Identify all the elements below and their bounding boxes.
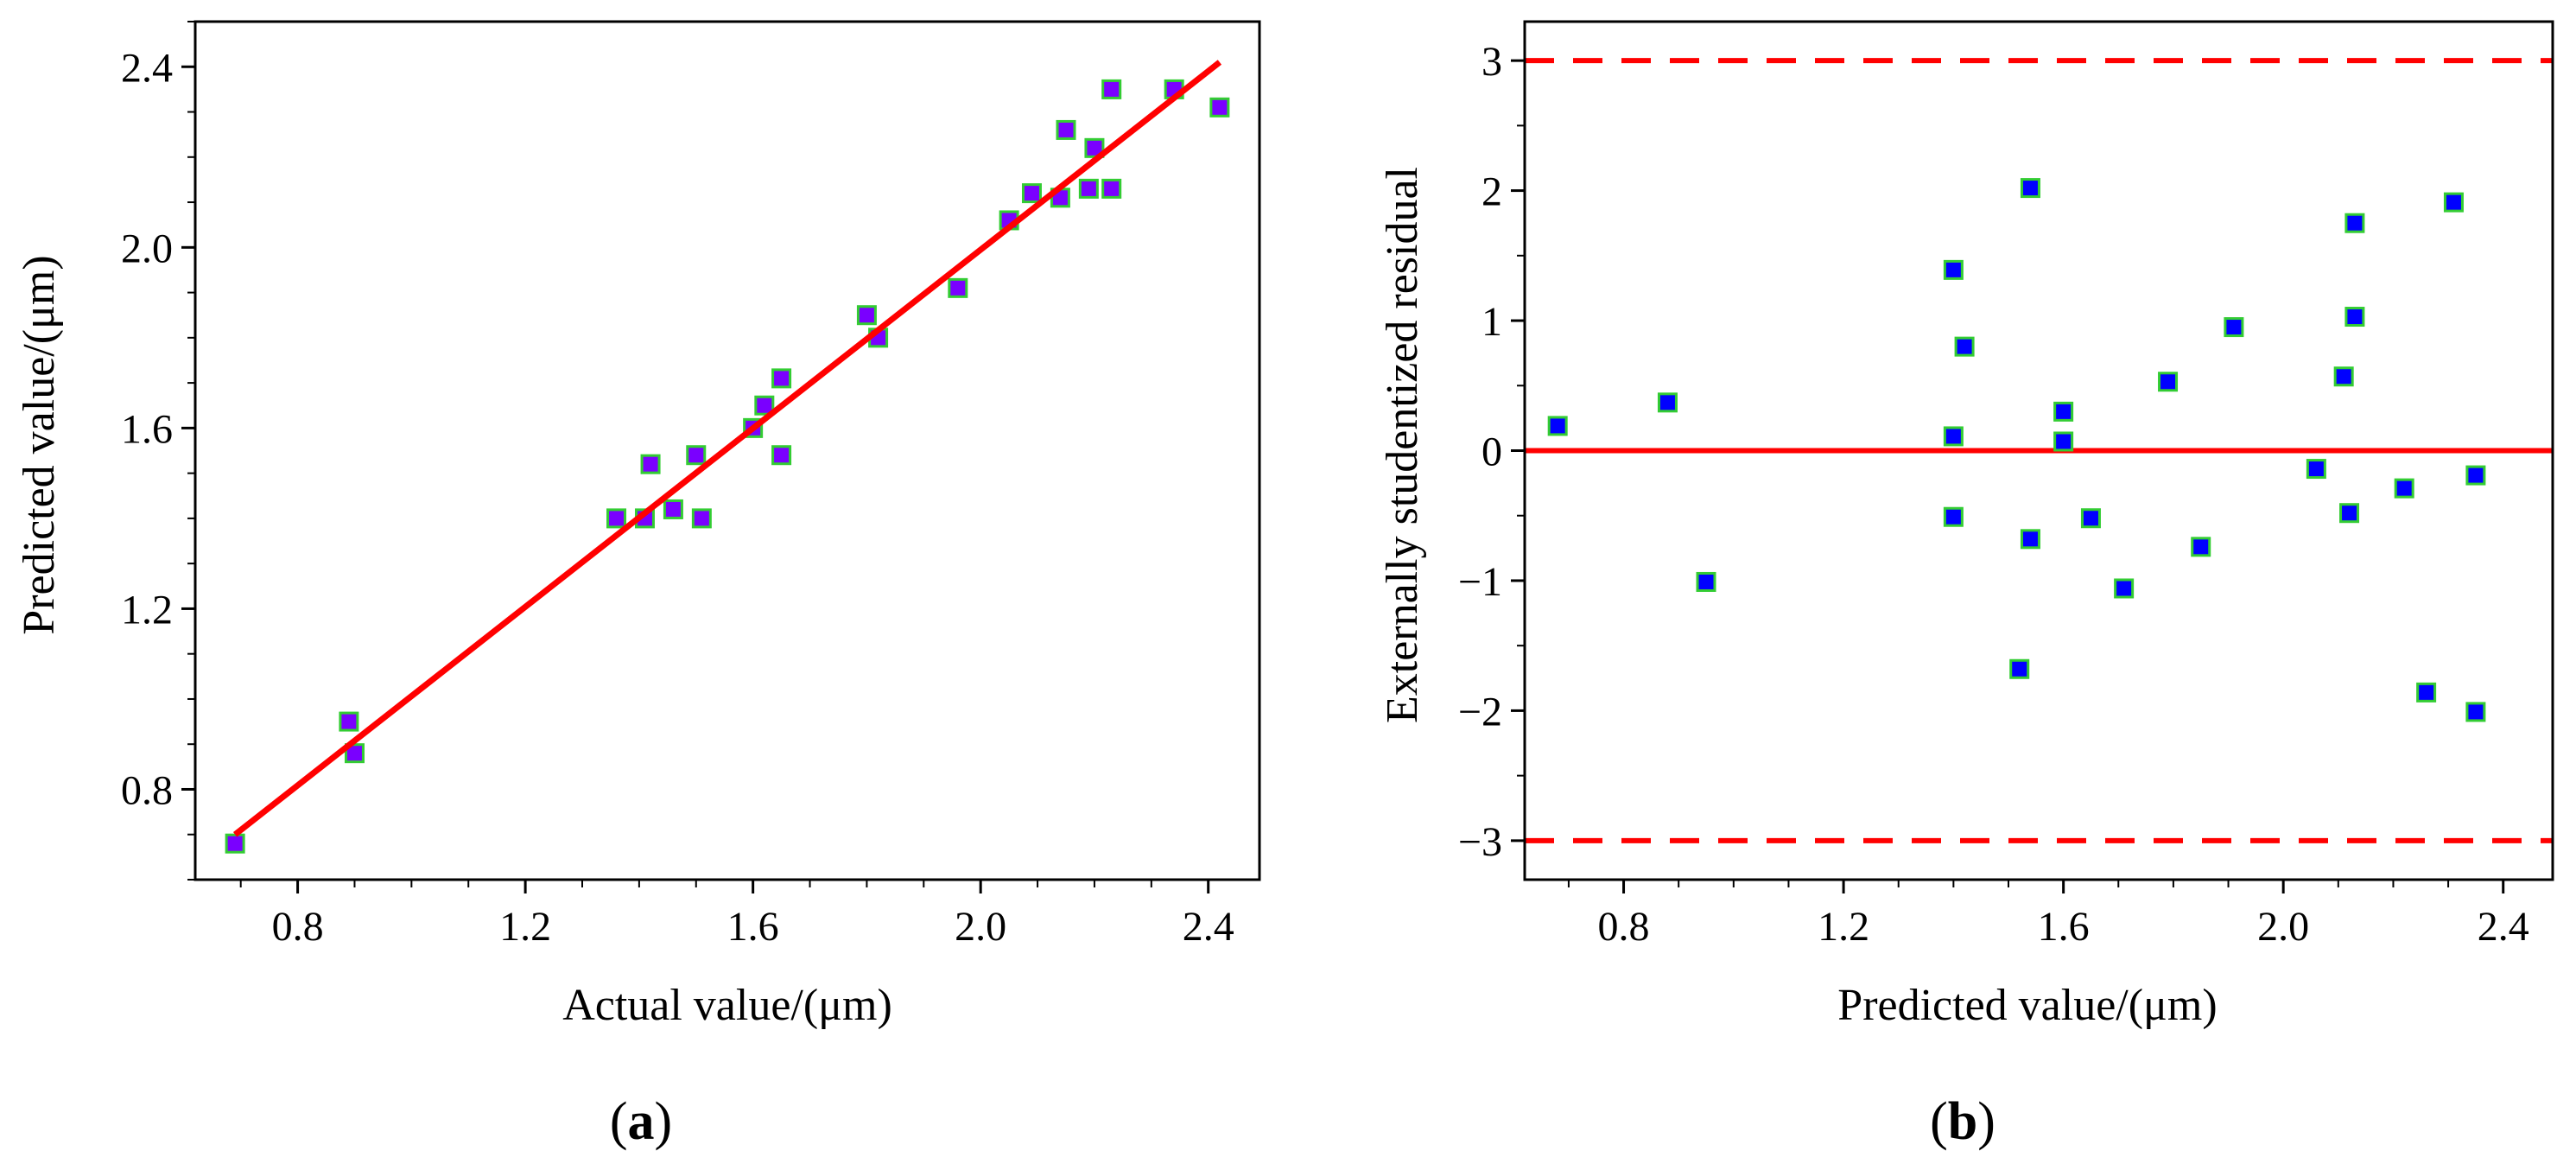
panel-b-data-point — [1943, 259, 1964, 280]
panel-b-y-tick-label: −2 — [1458, 689, 1502, 734]
panel-b-data-point — [2333, 366, 2354, 387]
panel-a-data-point — [691, 508, 712, 529]
panel-a-data-point — [339, 711, 359, 732]
panel-b-x-tick-label: 2.4 — [2478, 904, 2529, 950]
panel-a-data-point — [948, 277, 968, 298]
panel-b-data-point — [2416, 682, 2437, 703]
panel-b-data-point — [2191, 537, 2211, 557]
panel-a-label: (a) — [610, 1092, 672, 1151]
panel-b-plot-marks — [1525, 58, 2553, 843]
panel-b-data-point — [2306, 459, 2326, 480]
panel-a-data-point — [1209, 97, 1230, 118]
panel-a-plot-marks — [225, 60, 1230, 854]
panel-a-x-tick-label: 0.8 — [272, 904, 324, 950]
panel-b-data-point — [2339, 503, 2360, 524]
panel-b-y-tick-label: −1 — [1458, 559, 1502, 605]
panel-a-data-point — [606, 508, 627, 529]
panel-b-data-point — [2053, 431, 2074, 452]
panel-b-data-point — [2394, 478, 2414, 499]
panel-b-y-tick-label: 0 — [1482, 429, 1502, 475]
panel-a-data-point — [1101, 178, 1122, 199]
panel-a-plot-frame — [194, 20, 1261, 881]
panel-b-data-point — [1943, 426, 1964, 447]
panel-a-y-tick-label: 2.0 — [121, 226, 173, 271]
panel-b-data-point — [2020, 529, 2040, 550]
panel-a-y-tick-label: 2.4 — [121, 45, 173, 91]
panel-b-data-point — [1657, 392, 1678, 413]
panel-a-data-point — [856, 305, 877, 326]
panel-b-x-tick-label: 2.0 — [2257, 904, 2309, 950]
panel-a-data-point — [1101, 79, 1122, 99]
panel-b-x-tick-label: 1.2 — [1818, 904, 1869, 950]
panel-b-data-point — [2053, 401, 2074, 422]
panel-b-data-point — [2020, 178, 2040, 199]
panel-a-x-tick-label: 2.0 — [955, 904, 1006, 950]
panel-b-data-point — [1696, 571, 1716, 592]
panel-a-data-point — [686, 445, 707, 466]
panel-a-x-tick-label: 2.4 — [1183, 904, 1234, 950]
panel-b-data-point — [2080, 508, 2101, 529]
panel-b-x-tick-label: 0.8 — [1598, 904, 1650, 950]
panel-a-y-tick-label: 1.2 — [121, 587, 173, 633]
panel-a-data-point — [754, 395, 775, 416]
panel-b-data-point — [2344, 307, 2365, 327]
panel-b-data-point — [2344, 213, 2365, 233]
panel-a-scatter-plot: 0.8 1.2 1.6 2.0 2.4 0.8 1.2 1.6 2.0 2.4 Actual va… — [15, 20, 1261, 1151]
panel-a-data-point — [1021, 183, 1042, 204]
panel-b-data-point — [1943, 506, 1964, 527]
panel-a-y-tick-label: 1.6 — [121, 406, 173, 452]
panel-b-axes: 0.8 1.2 1.6 2.0 2.4 −3 −2 −1 0 1 2 3 — [1458, 39, 2529, 950]
panel-a-data-point — [1056, 119, 1076, 140]
panel-a-data-point — [771, 368, 792, 389]
panel-b-data-point — [2443, 192, 2464, 213]
panel-b-y-tick-label: 1 — [1482, 299, 1502, 345]
panel-b-y-tick-label: −3 — [1458, 819, 1502, 865]
panel-b-residual-plot: 0.8 1.2 1.6 2.0 2.4 −3 −2 −1 0 1 2 3 Predicted valu… — [1378, 20, 2554, 1151]
panel-b-y-tick-label: 3 — [1482, 39, 1502, 85]
panel-a-data-point — [663, 499, 683, 519]
panel-b-data-point — [2158, 372, 2179, 392]
panel-b-x-axis-title: Predicted value/(μm) — [1837, 981, 2217, 1030]
panel-a-axes: 0.8 1.2 1.6 2.0 2.4 0.8 1.2 1.6 2.0 2.4 — [121, 21, 1234, 950]
panel-a-data-point — [225, 833, 245, 854]
panel-b-data-point — [2224, 317, 2244, 338]
panel-a-y-axis-title: Predicted value/(μm) — [15, 255, 64, 634]
panel-b-data-point — [1954, 336, 1975, 357]
panel-b-data-point — [2114, 578, 2135, 599]
panel-a-y-tick-label: 0.8 — [121, 767, 173, 813]
panel-a-x-tick-label: 1.6 — [727, 904, 779, 950]
panel-a-data-point — [640, 454, 661, 474]
panel-b-label: (b) — [1930, 1092, 1995, 1151]
panel-b-y-tick-label: 2 — [1482, 169, 1502, 215]
panel-b-y-axis-title: Externally studentized residual — [1378, 167, 1427, 723]
panel-a-fit-line — [232, 60, 1222, 837]
panel-a-x-tick-label: 1.2 — [499, 904, 551, 950]
panel-b-data-point — [2465, 702, 2486, 722]
panel-a-x-axis-title: Actual value/(μm) — [562, 981, 892, 1030]
panel-a-data-point — [1078, 178, 1099, 199]
panel-b-data-point — [2009, 658, 2030, 679]
panel-a-data-point — [771, 445, 792, 466]
panel-b-data-point — [2465, 465, 2486, 486]
panel-b-data-point — [1547, 416, 1568, 436]
panel-b-x-tick-label: 1.6 — [2038, 904, 2090, 950]
